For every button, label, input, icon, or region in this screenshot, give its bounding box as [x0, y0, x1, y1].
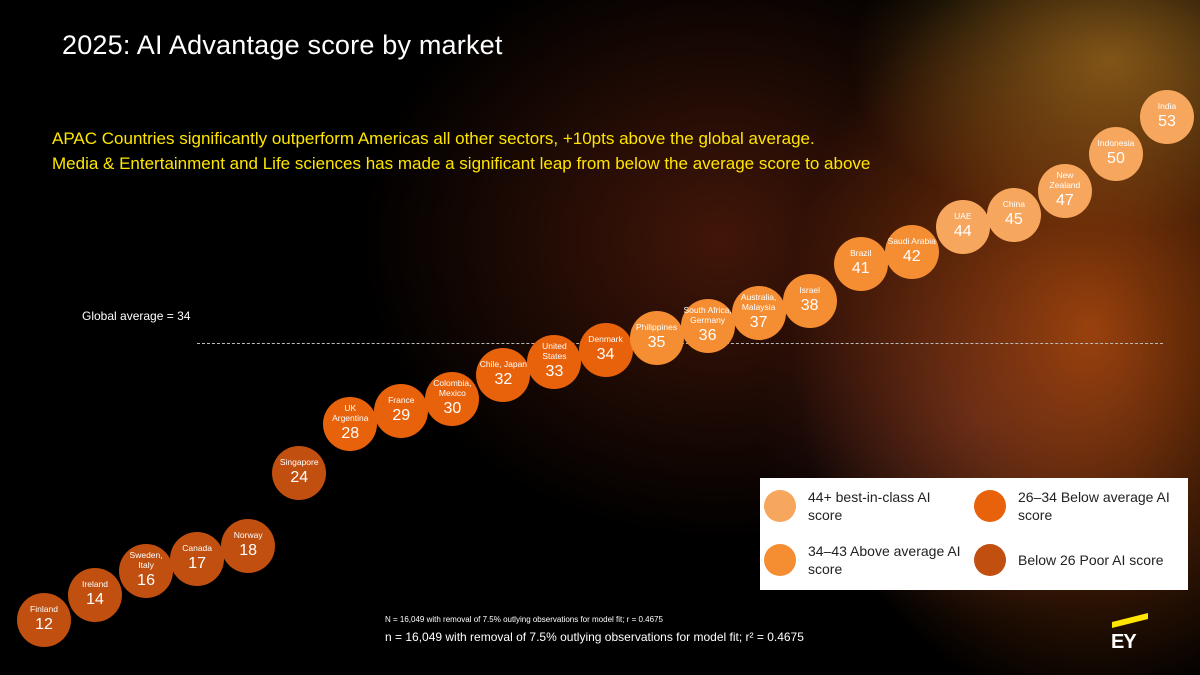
- bubble-brazil: Brazil 41: [833, 237, 888, 292]
- bubble-value: 45: [1004, 211, 1023, 229]
- bubble-denmark: Denmark 34: [578, 323, 633, 378]
- bubble-value: 18: [239, 542, 258, 560]
- bubble-value: 50: [1107, 149, 1125, 167]
- bubble-value: 32: [494, 370, 513, 388]
- legend: 44+ best-in-class AI score 26–34 Below a…: [760, 478, 1188, 590]
- bubble-label: Colombia, Mexico: [433, 378, 472, 399]
- bubble-value: 28: [341, 424, 360, 442]
- bubble-value: 30: [443, 400, 462, 418]
- bubble-label: Norway: [233, 530, 263, 541]
- bubble-india: India 53: [1140, 90, 1194, 144]
- legend-item-below: 26–34 Below average AI score: [974, 482, 1184, 530]
- bubble-label: Philippines: [635, 321, 678, 332]
- bubble-south-africa-germany: South Africa, Germany 36: [680, 298, 735, 353]
- bubble-finland: Finland 12: [17, 593, 71, 647]
- bubble-uae: UAE 44: [935, 200, 990, 255]
- bubble-label: Brazil: [850, 248, 872, 259]
- bubble-label: United States: [542, 341, 567, 362]
- bubble-philippines: Philippines 35: [629, 310, 684, 365]
- subtitle: APAC Countries significantly outperform …: [52, 126, 870, 176]
- bubble-value: 44: [953, 223, 972, 241]
- bubble-label: South Africa, Germany: [683, 304, 732, 325]
- bubble-value: 34: [596, 346, 615, 364]
- bubble-label: Indonesia: [1097, 137, 1135, 148]
- bubble-label: Finland: [30, 604, 58, 614]
- bubble-china: China 45: [986, 188, 1041, 243]
- legend-label-poor: Below 26 Poor AI score: [1018, 552, 1164, 568]
- bubble-value: 24: [290, 468, 309, 486]
- page-title: 2025: AI Advantage score by market: [62, 30, 503, 60]
- bubble-norway: Norway 18: [221, 519, 276, 574]
- bubble-label: Saudi Arabia: [887, 235, 936, 246]
- subtitle-line-2: Media & Entertainment and Life sciences …: [52, 154, 871, 173]
- bubble-value: 37: [749, 314, 768, 332]
- bubble-indonesia: Indonesia 50: [1088, 126, 1143, 181]
- bubble-ireland: Ireland 14: [68, 568, 123, 623]
- bubble-sweden-italy: Sweden, Italy 16: [119, 543, 174, 598]
- footnote-small: N = 16,049 with removal of 7.5% outlying…: [385, 615, 663, 624]
- bubble-australia-malaysia: Australia, Malaysia 37: [731, 286, 786, 341]
- bubble-label: Denmark: [588, 334, 623, 345]
- legend-label-above: 34–43 Above average AI score: [808, 543, 961, 577]
- bubble-label: China: [1002, 199, 1025, 210]
- legend-swatch-above: [764, 544, 796, 576]
- legend-swatch-poor: [974, 544, 1006, 576]
- legend-label-best: 44+ best-in-class AI score: [808, 489, 931, 523]
- bubble-value: 47: [1056, 191, 1074, 209]
- legend-swatch-below: [974, 490, 1006, 522]
- logo-text: EY: [1111, 631, 1137, 653]
- bubble-label: Sweden, Italy: [129, 549, 163, 570]
- legend-swatch-best: [764, 490, 796, 522]
- bubble-value: 14: [86, 591, 104, 609]
- legend-item-above: 34–43 Above average AI score: [764, 536, 964, 584]
- bubble-value: 42: [902, 247, 921, 265]
- bubble-value: 36: [698, 326, 717, 344]
- ey-logo: EY: [1108, 613, 1148, 662]
- bubble-value: 16: [137, 571, 155, 589]
- bubble-uk-argentina: UK Argentina 28: [323, 396, 378, 451]
- bubble-value: 17: [188, 554, 207, 572]
- bubble-value: 12: [35, 616, 53, 633]
- bubble-saudi-arabia: Saudi Arabia 42: [884, 224, 939, 279]
- bubble-value: 53: [1158, 113, 1176, 130]
- bubble-new-zealand: New Zealand 47: [1037, 163, 1092, 218]
- global-average-label: Global average = 34: [82, 309, 191, 323]
- bubble-france: France 29: [374, 384, 429, 439]
- legend-item-best: 44+ best-in-class AI score: [764, 482, 964, 530]
- bubble-label: UK Argentina: [332, 402, 369, 423]
- bubble-label: India: [1157, 101, 1177, 111]
- legend-item-poor: Below 26 Poor AI score: [974, 536, 1184, 584]
- bubble-colombia-mexico: Colombia, Mexico 30: [425, 372, 480, 427]
- bubble-label: Chile, Japan: [479, 358, 528, 369]
- bubble-label: UAE: [954, 211, 972, 222]
- bubble-canada: Canada 17: [170, 531, 225, 586]
- bubble-united-states: United States 33: [527, 335, 582, 390]
- bubble-chile-japan: Chile, Japan 32: [476, 347, 531, 402]
- bubble-label: Israel: [799, 285, 821, 296]
- bubble-value: 38: [800, 297, 819, 315]
- bubble-value: 35: [647, 333, 666, 351]
- legend-label-below: 26–34 Below average AI score: [1018, 489, 1170, 523]
- bubble-label: Canada: [182, 542, 213, 553]
- bubble-label: Singapore: [279, 456, 319, 467]
- bubble-label: New Zealand: [1049, 169, 1081, 190]
- bubble-label: France: [388, 395, 415, 406]
- bubble-value: 29: [392, 407, 411, 425]
- bubble-singapore: Singapore 24: [272, 445, 327, 500]
- bubble-label: Ireland: [82, 579, 109, 590]
- bubble-label: Australia, Malaysia: [740, 292, 777, 313]
- footnote: n = 16,049 with removal of 7.5% outlying…: [385, 630, 804, 644]
- subtitle-line-1: APAC Countries significantly outperform …: [52, 129, 815, 148]
- bubble-israel: Israel 38: [782, 274, 837, 329]
- bubble-value: 41: [851, 260, 870, 278]
- bubble-value: 33: [545, 363, 564, 381]
